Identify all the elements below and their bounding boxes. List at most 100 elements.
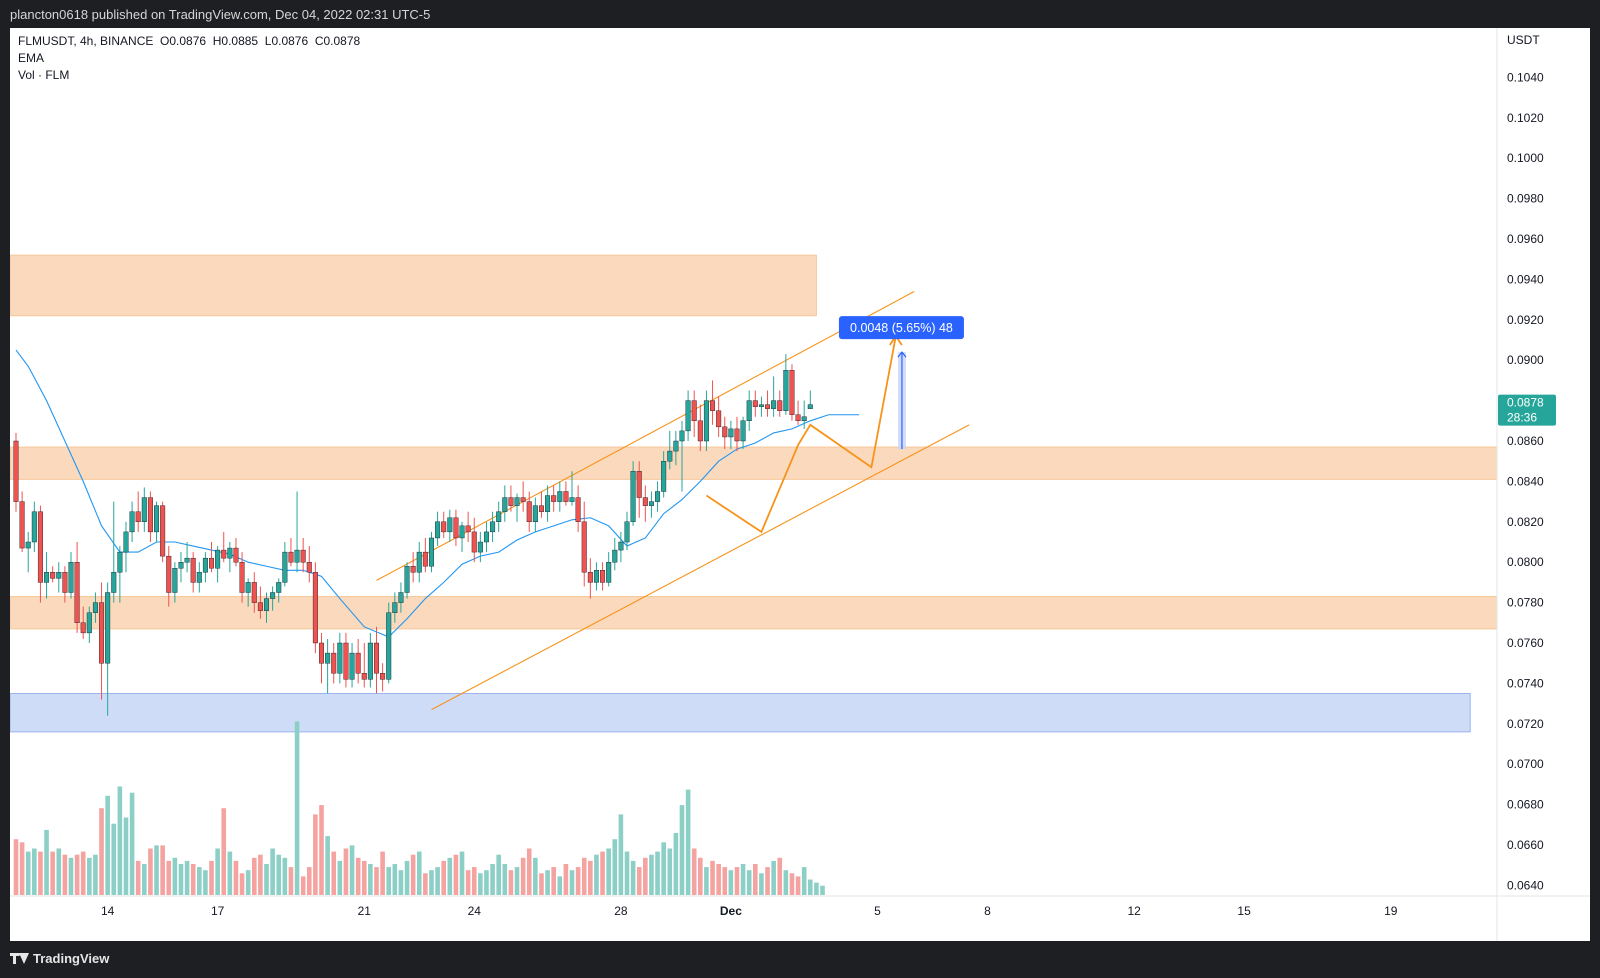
candle-body xyxy=(392,602,398,613)
volume-legend[interactable]: Vol · FLM xyxy=(18,68,69,82)
symbol-ohlc-legend[interactable]: FLMUSDT, 4h, BINANCE O0.0876 H0.0885 L0.… xyxy=(18,34,361,48)
price-tick-label: 0.0720 xyxy=(1507,717,1544,731)
candle-body xyxy=(233,547,239,563)
volume-bar xyxy=(551,867,556,895)
candle-body xyxy=(166,555,172,593)
candle-body xyxy=(807,404,813,409)
time-tick-label: 17 xyxy=(211,904,225,918)
candle-body xyxy=(447,517,453,533)
candle-body xyxy=(624,521,630,543)
price-tick-label: 0.0820 xyxy=(1507,515,1544,529)
candle-body xyxy=(636,471,642,498)
footer-bar: TradingView xyxy=(0,941,1600,978)
candle-body xyxy=(422,551,428,567)
volume-bar xyxy=(294,721,300,895)
volume-bar xyxy=(392,864,398,895)
tradingview-logo[interactable]: TradingView xyxy=(10,951,109,966)
volume-bar xyxy=(728,870,734,895)
volume-bar xyxy=(203,870,208,895)
candle-body xyxy=(184,557,190,563)
candle-body xyxy=(74,562,80,624)
candle-body xyxy=(209,557,215,569)
candle-body xyxy=(373,642,379,674)
volume-bar xyxy=(209,860,214,895)
candle-body xyxy=(154,505,160,533)
volume-bar xyxy=(771,860,776,895)
candle-body xyxy=(710,400,716,411)
candle-body xyxy=(227,547,233,559)
candle-body xyxy=(655,491,661,502)
candle-body xyxy=(777,400,783,411)
volume-bar xyxy=(441,860,446,895)
volume-bar xyxy=(245,870,251,895)
candle-body xyxy=(257,602,263,611)
candle-body xyxy=(239,562,245,593)
last-price-badge xyxy=(1498,394,1556,426)
volume-bar xyxy=(129,792,135,895)
chart-canvas[interactable]: 0.0048 (5.65%) 48 USDT 0.1040 0.1020 0.100… xyxy=(9,28,1590,941)
candle-body xyxy=(31,511,37,543)
candle-body xyxy=(117,551,123,573)
candle-body xyxy=(569,497,575,502)
candle-body xyxy=(471,531,477,553)
volume-bar xyxy=(355,857,361,895)
candle-body xyxy=(697,420,703,442)
volume-bar xyxy=(325,836,330,895)
candle-body xyxy=(37,511,43,583)
candle-body xyxy=(202,557,208,573)
candle-body xyxy=(734,428,740,442)
volume-bar xyxy=(184,860,190,895)
candle-body xyxy=(25,541,31,549)
volume-bar xyxy=(270,848,275,895)
measure-label[interactable]: 0.0048 (5.65%) 48 xyxy=(850,321,953,335)
price-axis-ticks[interactable]: 0.1040 0.1020 0.1000 0.0980 0.0960 0.0940 0.09… xyxy=(1507,70,1544,892)
measure-layer[interactable]: 0.0048 (5.65%) 48 xyxy=(838,316,964,450)
price-tick-label: 0.0700 xyxy=(1507,757,1544,771)
volume-bar xyxy=(227,851,233,895)
candle-body xyxy=(343,642,349,680)
volume-bar xyxy=(172,857,178,895)
volume-bar xyxy=(343,848,349,895)
candle-body xyxy=(789,370,795,415)
candle-body xyxy=(80,622,86,634)
candle-body xyxy=(410,566,416,573)
candle-body xyxy=(141,497,147,522)
ema-legend[interactable]: EMA xyxy=(18,51,44,65)
volume-bar xyxy=(814,882,819,895)
candle-body xyxy=(349,652,355,680)
candle-body xyxy=(752,400,758,407)
volume-bar xyxy=(447,857,453,895)
candle-body xyxy=(532,505,538,523)
volume-bar xyxy=(514,867,520,895)
chart-frame[interactable]: 0.0048 (5.65%) 48 USDT 0.1040 0.1020 0.100… xyxy=(9,28,1590,941)
candle-body xyxy=(490,521,496,533)
channel-lower-line xyxy=(431,424,970,711)
candle-body xyxy=(264,598,270,611)
candle-body xyxy=(105,592,111,664)
candle-body xyxy=(221,549,227,559)
candle-body xyxy=(557,491,563,502)
candle-body xyxy=(551,495,557,502)
volume-bar xyxy=(575,867,581,895)
time-axis-ticks[interactable]: 14 17 21 24 28 Dec 5 8 12 15 19 xyxy=(101,904,1398,918)
volume-bar xyxy=(25,851,31,895)
volume-bar xyxy=(588,860,593,895)
volume-bar xyxy=(258,854,263,895)
volume-bar xyxy=(282,857,288,895)
volume-bar xyxy=(746,870,752,895)
candle-body xyxy=(593,570,599,583)
price-tick-label: 0.0660 xyxy=(1507,838,1544,852)
volume-bar xyxy=(698,857,703,895)
legend[interactable]: FLMUSDT, 4h, BINANCE O0.0876 H0.0885 L0.… xyxy=(18,34,361,82)
time-tick-label: 28 xyxy=(614,904,628,918)
volume-bar xyxy=(520,857,526,895)
projection-path xyxy=(705,335,897,534)
candle-body xyxy=(783,370,789,411)
candle-body xyxy=(123,531,129,553)
candle-body xyxy=(276,582,282,593)
volume-bar xyxy=(691,848,697,895)
volume-bar xyxy=(50,851,55,895)
channel-layer[interactable] xyxy=(376,291,970,711)
volume-bar xyxy=(777,857,783,895)
axes-layer: USDT 0.1040 0.1020 0.1000 0.0980 0.0960 0.094… xyxy=(10,28,1590,941)
